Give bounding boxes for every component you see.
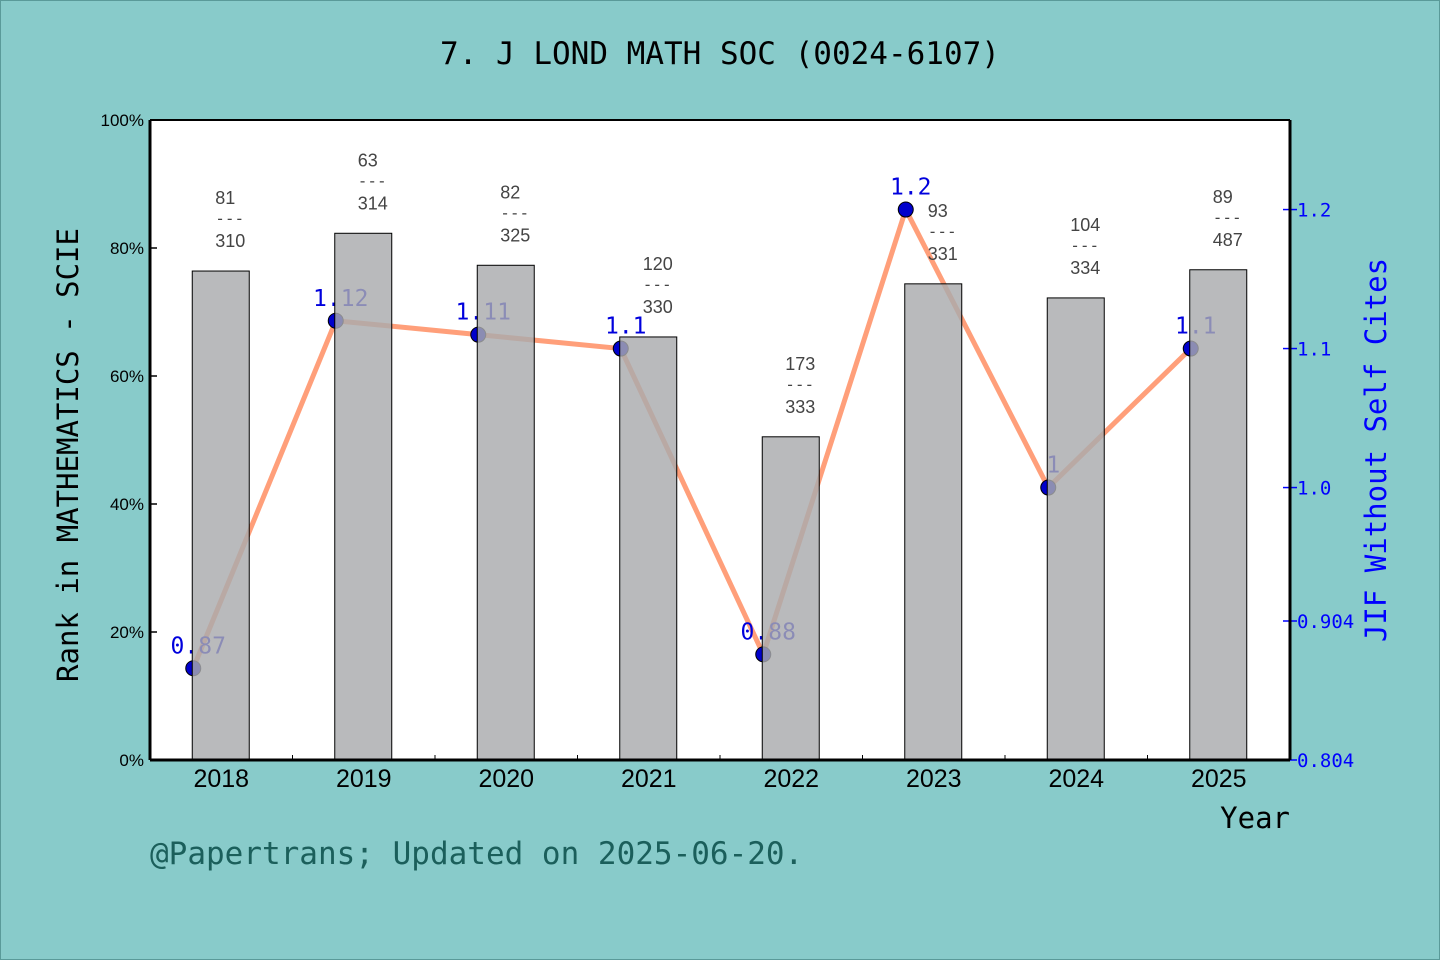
rank-label: 104: [1070, 215, 1100, 235]
rank-separator: ---: [1213, 208, 1242, 227]
x-tick-label: 2021: [621, 765, 677, 793]
plot-area: [150, 120, 1290, 760]
rank-total: 330: [643, 297, 673, 317]
x-axis-label: Year: [1220, 801, 1290, 835]
rank-bar: [191, 270, 250, 761]
rank-total: 325: [500, 225, 530, 245]
right-tick-label: 0.804: [1297, 750, 1354, 772]
left-tick-label: 20%: [110, 623, 144, 642]
rank-bar: [761, 436, 820, 761]
rank-total: 334: [1070, 258, 1100, 278]
x-tick-label: 2019: [336, 765, 392, 793]
chart-title: 7. J LOND MATH SOC (0024-6107): [440, 36, 1000, 72]
rank-total: 331: [928, 244, 958, 264]
rank-bar: [619, 336, 678, 761]
rank-total: 310: [215, 231, 245, 251]
rank-bar: [334, 232, 393, 761]
right-axis-label: JIF Without Self Cites: [1359, 258, 1393, 642]
x-tick-label: 2022: [763, 765, 819, 793]
rank-total: 333: [785, 397, 815, 417]
rank-label: 81: [215, 188, 235, 208]
rank-bar: [904, 283, 963, 761]
rank-separator: ---: [215, 209, 244, 228]
right-tick-label: 0.904: [1297, 611, 1354, 633]
rank-separator: ---: [1070, 236, 1099, 255]
footer-credit: @Papertrans; Updated on 2025-06-20.: [150, 836, 804, 872]
rank-separator: ---: [358, 171, 387, 190]
rank-label: 82: [500, 182, 520, 202]
rank-separator: ---: [928, 222, 957, 241]
rank-separator: ---: [785, 375, 814, 394]
right-tick-label: 1.1: [1297, 339, 1331, 361]
rank-separator: ---: [643, 275, 672, 294]
rank-label: 93: [928, 201, 948, 221]
left-axis-label: Rank in MATHEMATICS - SCIE: [51, 228, 85, 682]
rank-bar: [476, 264, 535, 761]
left-tick-label: 60%: [110, 367, 144, 386]
rank-label: 120: [643, 254, 673, 274]
left-tick-label: 80%: [110, 239, 144, 258]
right-tick-label: 1.0: [1297, 478, 1331, 500]
rank-label: 173: [785, 354, 815, 374]
rank-total: 314: [358, 193, 388, 213]
jif-marker: [897, 201, 914, 218]
jif-label: 1.2: [890, 175, 932, 201]
x-tick-label: 2018: [193, 765, 249, 793]
rank-bar: [1189, 269, 1248, 761]
right-tick-label: 1.2: [1297, 200, 1331, 222]
rank-separator: ---: [500, 203, 529, 222]
left-tick-label: 0%: [119, 751, 144, 770]
rank-bar: [1046, 297, 1105, 761]
x-tick-label: 2020: [478, 765, 534, 793]
left-tick-label: 40%: [110, 495, 144, 514]
left-tick-label: 100%: [101, 111, 144, 130]
x-tick-label: 2024: [1048, 765, 1104, 793]
x-tick-label: 2025: [1191, 765, 1247, 793]
jif-label: 1.1: [605, 314, 647, 340]
rank-label: 89: [1213, 187, 1233, 207]
rank-total: 487: [1213, 230, 1243, 250]
x-tick-label: 2023: [906, 765, 962, 793]
rank-label: 63: [358, 150, 378, 170]
